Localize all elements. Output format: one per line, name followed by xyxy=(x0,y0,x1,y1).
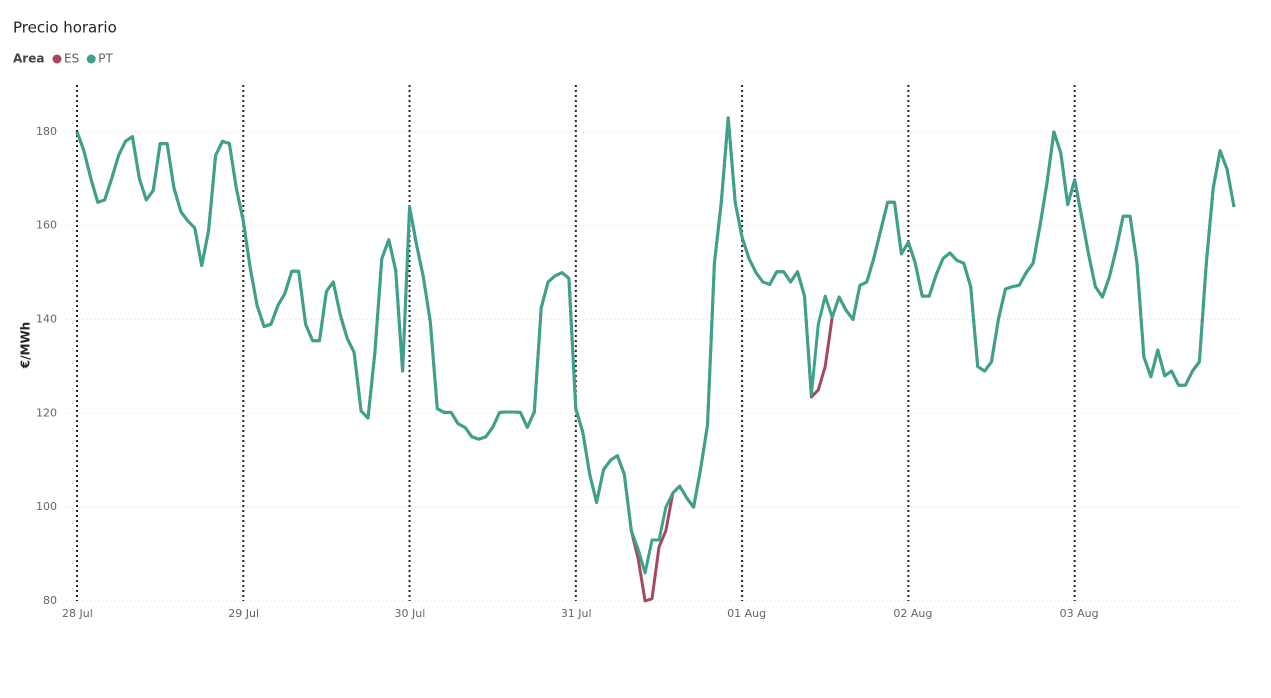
legend-marker xyxy=(52,54,62,64)
y-tick-label: 80 xyxy=(43,594,57,607)
x-tick-label: 29 Jul xyxy=(228,607,259,620)
x-tick-label: 28 Jul xyxy=(62,607,93,620)
y-axis-label: €/MWh xyxy=(19,322,33,369)
x-tick-label: 31 Jul xyxy=(561,607,592,620)
y-tick-label: 120 xyxy=(36,406,57,419)
chart-title: Precio horario xyxy=(13,19,117,37)
x-tick-label: 30 Jul xyxy=(395,607,426,620)
x-tick-label: 02 Aug xyxy=(893,607,932,620)
y-tick-label: 160 xyxy=(36,219,57,232)
y-tick-label: 180 xyxy=(36,125,57,138)
legend-label: ES xyxy=(64,52,79,66)
series-line xyxy=(75,116,1236,603)
x-tick-label: 01 Aug xyxy=(727,607,766,620)
y-tick-label: 100 xyxy=(36,500,57,513)
series-line xyxy=(75,116,1236,575)
legend-title: Area xyxy=(13,52,44,66)
legend-label: PT xyxy=(98,52,113,66)
y-tick-label: 140 xyxy=(36,313,57,326)
legend-marker xyxy=(86,54,96,64)
x-tick-label: 03 Aug xyxy=(1060,607,1099,620)
